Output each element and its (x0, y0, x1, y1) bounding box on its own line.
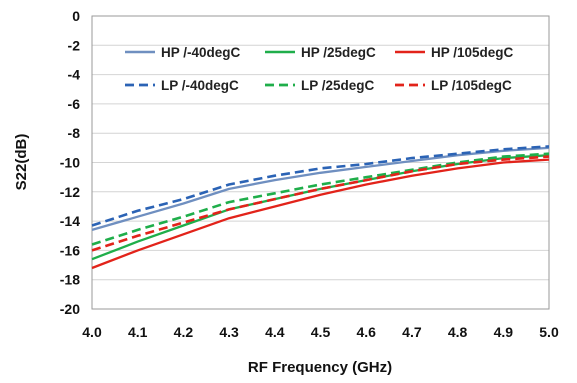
legend-label-1: HP /25degC (301, 45, 376, 60)
y-tick-label-1: -2 (68, 37, 81, 53)
x-tick-label-10: 5.0 (539, 324, 559, 340)
series-layer (91, 145, 550, 270)
series-line-2 (91, 158, 550, 270)
legend-label-0: HP /-40degC (161, 45, 241, 60)
y-tick-label-6: -12 (60, 184, 80, 200)
y-tick-label-10: -20 (60, 301, 80, 317)
y-tick-label-8: -16 (60, 242, 80, 258)
x-tick-label-4: 4.4 (265, 324, 285, 340)
y-tick-labels: 0 -2 -4 -6 -8 -10 -12 -14 -16 -18 -20 (60, 8, 80, 317)
x-tick-label-2: 4.2 (174, 324, 194, 340)
x-tick-label-8: 4.8 (448, 324, 468, 340)
y-tick-label-7: -14 (60, 213, 80, 229)
x-tick-label-9: 4.9 (494, 324, 514, 340)
series-line-1 (91, 154, 550, 261)
plot-area-border (91, 15, 550, 310)
y-axis-title: S22(dB) (13, 134, 30, 191)
x-tick-label-5: 4.5 (311, 324, 331, 340)
series-line-0 (91, 146, 550, 232)
x-tick-label-7: 4.7 (402, 324, 422, 340)
legend-label-5: LP /105degC (431, 78, 512, 93)
legend-label-4: LP /25degC (301, 78, 375, 93)
x-tick-label-1: 4.1 (128, 324, 148, 340)
y-tick-label-3: -6 (68, 96, 81, 112)
legend: HP /-40degC HP /25degC HP /105degC LP /-40d… (125, 45, 514, 93)
legend-label-2: HP /105degC (431, 45, 514, 60)
x-axis-title: RF Frequency (GHz) (248, 359, 392, 376)
y-tick-label-0: 0 (72, 8, 80, 24)
y-tick-label-5: -10 (60, 155, 80, 171)
y-tick-label-4: -8 (68, 125, 81, 141)
legend-label-3: LP /-40degC (161, 78, 239, 93)
x-tick-labels: 4.0 4.1 4.2 4.3 4.4 4.5 4.6 4.7 4.8 4.9 5.0 (82, 324, 559, 340)
x-tick-label-6: 4.6 (356, 324, 376, 340)
x-tick-label-3: 4.3 (219, 324, 239, 340)
y-tick-label-9: -18 (60, 272, 80, 288)
y-tick-label-2: -4 (68, 67, 81, 83)
x-tick-label-0: 4.0 (82, 324, 102, 340)
